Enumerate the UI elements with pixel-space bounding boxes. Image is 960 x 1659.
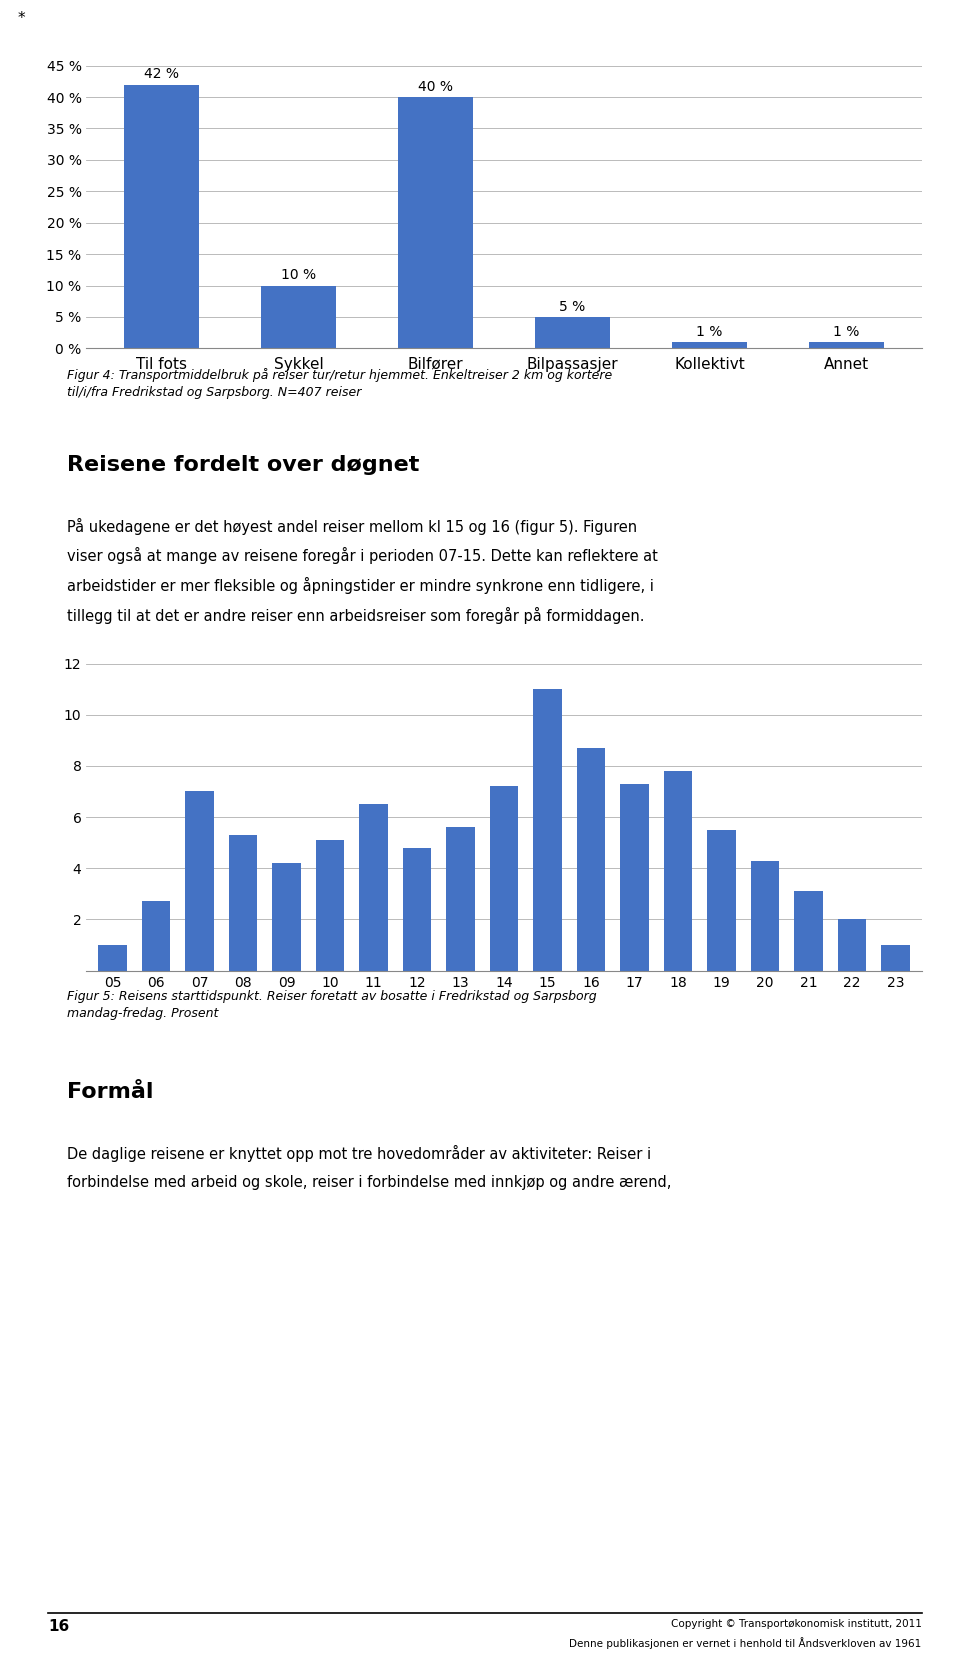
Text: tillegg til at det er andre reiser enn arbeidsreiser som foregår på formiddagen.: tillegg til at det er andre reiser enn a…	[67, 607, 645, 624]
Bar	[620, 783, 649, 971]
Text: 42 %: 42 %	[144, 68, 180, 81]
Bar	[397, 98, 473, 348]
Bar	[664, 771, 692, 971]
Bar	[751, 861, 780, 971]
Text: Copyright © Transportøkonomisk institutt, 2011: Copyright © Transportøkonomisk institutt…	[671, 1619, 922, 1629]
Bar	[185, 791, 214, 971]
Bar	[359, 805, 388, 971]
Bar	[708, 830, 735, 971]
Bar	[535, 317, 611, 348]
Text: arbeidstider er mer fleksible og åpningstider er mindre synkrone enn tidligere, : arbeidstider er mer fleksible og åpnings…	[67, 577, 654, 594]
Bar	[577, 748, 605, 971]
Bar	[316, 839, 344, 971]
Bar	[838, 919, 866, 971]
Text: På ukedagene er det høyest andel reiser mellom kl 15 og 16 (figur 5). Figuren: På ukedagene er det høyest andel reiser …	[67, 518, 637, 534]
Text: 1 %: 1 %	[696, 325, 723, 338]
Text: Figur 5: Reisens starttidspunkt. Reiser foretatt av bosatte i Fredrikstad og Sar: Figur 5: Reisens starttidspunkt. Reiser …	[67, 990, 597, 1020]
Text: 5 %: 5 %	[560, 300, 586, 314]
Text: Denne publikasjonen er vernet i henhold til Åndsverkloven av 1961: Denne publikasjonen er vernet i henhold …	[569, 1637, 922, 1649]
Text: Reisene fordelt over døgnet: Reisene fordelt over døgnet	[67, 455, 420, 474]
Bar	[98, 946, 127, 971]
Bar	[228, 834, 257, 971]
Bar	[403, 848, 431, 971]
Bar	[672, 342, 747, 348]
Text: viser også at mange av reisene foregår i perioden 07-15. Dette kan reflektere at: viser også at mange av reisene foregår i…	[67, 547, 658, 564]
Text: 10 %: 10 %	[281, 269, 316, 282]
Bar	[124, 85, 200, 348]
Bar	[881, 946, 910, 971]
Text: *: *	[17, 12, 25, 27]
Text: Formål: Formål	[67, 1082, 154, 1102]
Bar	[808, 342, 884, 348]
Text: De daglige reisene er knyttet opp mot tre hovedområder av aktiviteter: Reiser i: De daglige reisene er knyttet opp mot tr…	[67, 1145, 651, 1161]
Bar	[794, 891, 823, 971]
Bar	[261, 285, 336, 348]
Bar	[490, 786, 518, 971]
Bar	[273, 863, 300, 971]
Text: 40 %: 40 %	[418, 80, 453, 95]
Bar	[446, 828, 474, 971]
Bar	[142, 901, 170, 971]
Text: 1 %: 1 %	[833, 325, 859, 338]
Bar	[534, 688, 562, 971]
Text: forbindelse med arbeid og skole, reiser i forbindelse med innkjøp og andre ærend: forbindelse med arbeid og skole, reiser …	[67, 1175, 672, 1190]
Text: 16: 16	[48, 1619, 69, 1634]
Text: Figur 4: Transportmiddelbruk på reiser tur/retur hjemmet. Enkeltreiser 2 km og k: Figur 4: Transportmiddelbruk på reiser t…	[67, 368, 612, 400]
